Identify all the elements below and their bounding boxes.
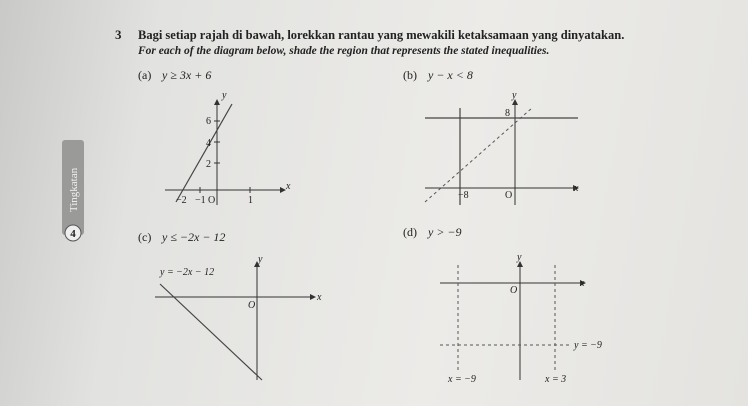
axis-label: x	[285, 181, 291, 192]
graph-line	[159, 283, 263, 381]
part-label: (c)	[138, 230, 151, 244]
question-english: For each of the diagram below, shade the…	[137, 45, 549, 57]
line-label: x = 3	[544, 374, 566, 385]
tick-label: 2	[206, 159, 211, 170]
axis-label: y	[516, 252, 522, 263]
question-malay: Bagi setiap rajah di bawah, lorekkan ran…	[138, 28, 624, 42]
inequality: y − x < 8	[427, 68, 473, 82]
axis-label: x	[579, 278, 585, 289]
line-label: y = −9	[573, 340, 602, 351]
tick-label: 4	[206, 138, 211, 149]
axis-label: x	[573, 183, 579, 194]
axis-label: y	[511, 90, 517, 101]
tick-label: −8	[458, 190, 469, 201]
side-tab-number: 4	[70, 228, 76, 240]
ticks	[199, 120, 251, 193]
part-label: (a)	[138, 68, 151, 82]
side-tab-circle	[64, 224, 82, 242]
side-tab	[62, 140, 84, 235]
tick-label: 1	[248, 195, 253, 206]
origin-label: O	[510, 285, 517, 296]
tick-label: O	[505, 190, 512, 201]
graph-line	[175, 103, 233, 203]
axis-label: y	[257, 254, 263, 265]
part-label: (d)	[403, 225, 417, 239]
tick-label: −2	[176, 195, 187, 206]
axis-label: y	[221, 90, 227, 101]
axis-label: x	[316, 292, 322, 303]
part-label: (b)	[403, 68, 417, 82]
inequality: y ≥ 3x + 6	[161, 68, 211, 82]
tick-label: O	[208, 195, 215, 206]
line-label: x = −9	[447, 374, 476, 385]
inequality: y > −9	[427, 225, 462, 239]
inequality: y ≤ −2x − 12	[161, 230, 225, 244]
origin-label: O	[248, 300, 255, 311]
line-label: y = −2x − 12	[159, 267, 214, 278]
tick-label: 8	[505, 108, 510, 119]
question-number: 3	[115, 27, 122, 42]
tick-label: 6	[206, 116, 211, 127]
side-tab-label: Tingkatan	[68, 167, 80, 212]
tick-label: −1	[195, 195, 206, 206]
